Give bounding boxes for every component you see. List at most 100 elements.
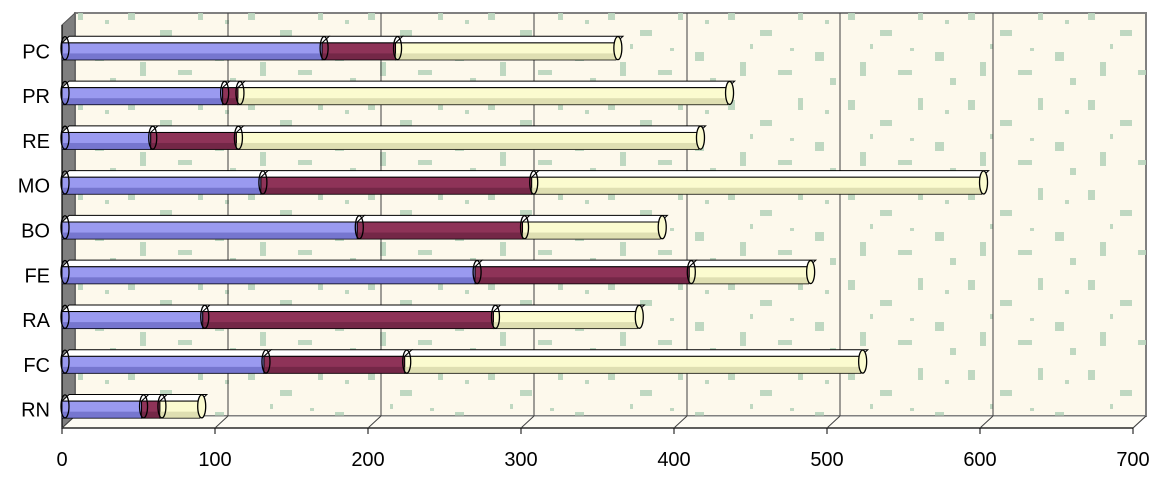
- bar-segment-shade: [236, 142, 699, 150]
- bar-end-cap: [657, 215, 667, 240]
- x-tick-label: 600: [963, 449, 996, 471]
- bar-end-cap: [978, 170, 989, 195]
- category-label: RE: [22, 131, 50, 153]
- bar-segment-shade: [62, 277, 476, 284]
- bar-segment-top: [521, 214, 669, 223]
- bar-segment-shade: [689, 277, 809, 284]
- bar-end-cap: [724, 80, 735, 106]
- bar-segment-top: [356, 214, 531, 223]
- floor-gridline: [367, 415, 382, 429]
- bar-segment-shade: [62, 411, 142, 419]
- bar-segment-top: [149, 125, 245, 133]
- bar-start-cap: [60, 259, 70, 285]
- bar-joint: [148, 125, 158, 150]
- x-axis-ticks: 0 100 200 300 400 500 600 700: [56, 428, 1150, 471]
- bar-start-cap: [60, 394, 70, 419]
- bar-segment-shade: [62, 98, 223, 105]
- category-label: MO: [18, 176, 50, 198]
- x-tick-label: 300: [504, 449, 537, 471]
- bar-segment-shade: [404, 366, 861, 374]
- x-tick-label: 200: [351, 449, 384, 471]
- bar-segment-top: [259, 170, 541, 178]
- bar-segment-shade: [493, 322, 638, 329]
- bar-segment-shade: [62, 322, 203, 329]
- plot-texture: [75, 13, 1146, 416]
- x-tick-label: 100: [198, 449, 231, 471]
- category-label: RA: [22, 310, 50, 332]
- bar-end-cap: [858, 349, 868, 374]
- bar-joint: [490, 304, 501, 329]
- bar-segment-top: [235, 125, 707, 133]
- gridlines: [61, 13, 1147, 429]
- bar-segment-shade: [62, 142, 151, 150]
- bar-segment-top: [394, 35, 625, 44]
- category-label: FC: [23, 355, 50, 377]
- bar-end-cap: [805, 259, 816, 285]
- bar-segment-top: [530, 170, 990, 178]
- bar-end-cap: [613, 35, 623, 61]
- bar-segment-top: [60, 35, 331, 44]
- bar-segment-shade: [395, 53, 616, 60]
- category-label: BO: [21, 221, 50, 243]
- bar-segment-shade: [62, 232, 358, 239]
- bar-segment-shade: [62, 53, 323, 60]
- bar-segment-top: [403, 349, 870, 357]
- bar-start-cap: [60, 35, 70, 61]
- bar-segment-top: [688, 259, 818, 268]
- floor-gridline: [979, 415, 994, 429]
- bar-start-cap: [60, 125, 70, 150]
- bar-segment-shade: [357, 232, 523, 239]
- bar-segment-top: [60, 80, 232, 89]
- x-tick-label: 0: [56, 449, 67, 471]
- bar-start-cap: [60, 170, 70, 195]
- floor-gridline: [826, 415, 841, 429]
- bar-segment-top: [262, 349, 414, 357]
- bar-end-cap: [197, 394, 207, 419]
- bar-joint: [235, 80, 245, 106]
- x-tick-label: 400: [657, 449, 690, 471]
- bar-segment-shade: [202, 322, 494, 329]
- bar-start-cap: [60, 304, 70, 329]
- bar-joint: [200, 304, 210, 329]
- bar-segment-top: [60, 259, 484, 268]
- bar-end-cap: [634, 304, 644, 329]
- bar-joint: [402, 349, 412, 374]
- bar-joint: [233, 125, 244, 150]
- bar-start-cap: [60, 215, 70, 240]
- bar-segment-top: [236, 80, 736, 89]
- bar-joint: [261, 349, 271, 374]
- floor-gridline: [673, 415, 688, 429]
- bar-segment-top: [473, 259, 698, 268]
- bar-segment-shade: [141, 411, 160, 419]
- bar-segment-shade: [62, 187, 261, 195]
- bar-segment-top: [60, 349, 273, 357]
- bar-end-cap: [695, 125, 706, 150]
- floor-gridline: [520, 415, 535, 429]
- bar-segment-shade: [522, 232, 661, 239]
- bar-segment-shade: [222, 98, 238, 105]
- bar-joint: [529, 170, 539, 195]
- bar-segment-shade: [322, 53, 396, 60]
- bar-segment-top: [320, 35, 404, 44]
- bar-joint: [219, 80, 230, 106]
- bar-segment-top: [60, 170, 270, 178]
- bar-joint: [472, 259, 482, 285]
- bar-joint: [519, 215, 530, 240]
- category-labels: PC PR RE MO BO FE RA FC RN: [18, 41, 51, 421]
- bar-joint: [354, 215, 364, 240]
- bar-joint: [258, 170, 268, 195]
- category-label: RN: [21, 400, 50, 422]
- bar-segment-top: [60, 394, 150, 402]
- floor-gridline: [214, 415, 229, 429]
- bar-segment-shade: [475, 277, 690, 284]
- bar-segment-shade: [150, 142, 237, 150]
- bars: [60, 35, 990, 419]
- bar-start-cap: [60, 349, 70, 374]
- bar-start-cap: [60, 80, 70, 106]
- bar-joint: [686, 259, 696, 285]
- bar-joint: [319, 35, 329, 61]
- bar-joint: [157, 394, 167, 419]
- plot-frame: [60, 11, 1148, 430]
- category-label: PC: [22, 41, 50, 63]
